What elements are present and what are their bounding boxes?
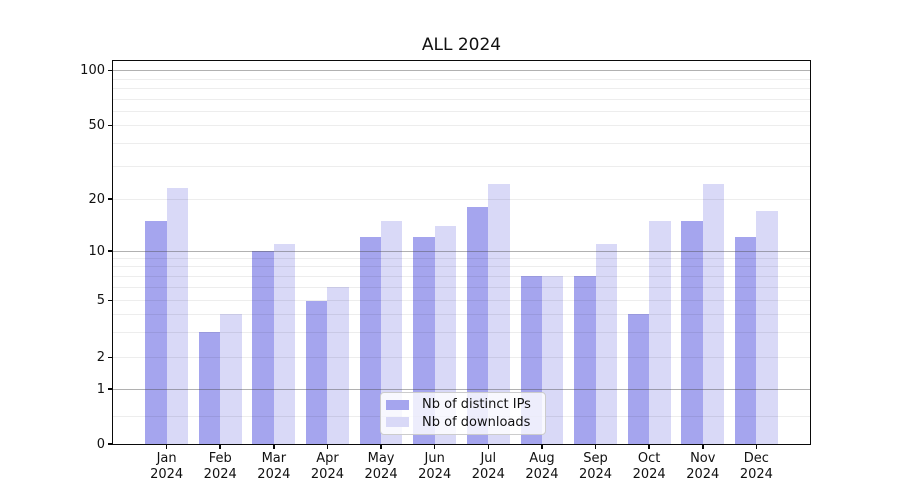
bar-ips-apr [306,300,328,444]
x-tick-jun [433,444,436,449]
x-tick-label-mar: Mar 2024 [257,451,291,482]
bar-downloads-dec [756,211,778,444]
x-tick-dec [755,444,758,449]
legend: Nb of distinct IPs Nb of downloads [380,392,546,435]
legend-label-downloads: Nb of downloads [422,414,531,430]
x-tick-label-aug: Aug 2024 [525,451,559,482]
x-tick-aug [541,444,543,449]
bar-downloads-jan [166,187,188,444]
x-tick-feb [219,444,222,449]
x-tick-oct [648,444,650,449]
x-tick-nov [701,444,704,449]
x-tick-label-jun: Jun 2024 [418,451,452,482]
bar-downloads-oct [649,220,671,444]
y-tick-2 [108,356,113,359]
y-tick-label-0: 0 [96,436,105,452]
bar-ips-sep [574,276,596,444]
y-tick-label-50: 50 [88,118,105,134]
bar-downloads-mar [273,243,296,444]
x-tick-jan [165,444,168,449]
bar-downloads-nov [702,184,725,444]
x-tick-jul [487,444,490,449]
legend-item-downloads: Nb of downloads [386,415,539,430]
bar-downloads-jul [488,184,510,444]
y-tick-1 [108,388,113,390]
bar-downloads-may [381,220,403,444]
bar-ips-may [359,237,382,444]
y-tick-50 [108,124,113,127]
x-tick-may [380,444,382,449]
y-tick-0 [108,443,113,445]
x-tick-apr [326,444,329,449]
y-tick-label-20: 20 [88,191,105,207]
y-tick-5 [108,299,113,302]
bar-ips-mar [252,251,274,444]
bar-ips-jan [145,220,167,444]
bar-ips-oct [627,314,650,444]
bar-downloads-aug [541,276,564,444]
bar-ips-dec [734,237,757,444]
bar-downloads-apr [327,287,349,444]
legend-swatch-distinct-ips [386,400,409,410]
x-tick-sep [594,444,597,449]
x-tick-label-jan: Jan 2024 [150,451,184,482]
y-tick-10 [108,250,113,252]
y-tick-label-2: 2 [96,349,105,365]
y-tick-label-10: 10 [88,243,105,259]
y-tick-20 [108,198,113,200]
x-tick-label-jul: Jul 2024 [471,451,505,482]
legend-label-distinct-ips: Nb of distinct IPs [422,397,531,413]
x-tick-label-may: May 2024 [364,451,398,482]
bar-downloads-jun [434,225,457,444]
x-tick-label-sep: Sep 2024 [578,451,613,482]
bar-ips-jul [466,206,489,444]
bar-downloads-sep [595,243,617,444]
bar-downloads-feb [220,314,242,444]
legend-item-distinct-ips: Nb of distinct IPs [386,397,539,412]
x-tick-label-dec: Dec 2024 [739,451,773,482]
legend-swatch-downloads [386,417,409,427]
y-tick-100 [108,69,113,72]
y-tick-label-5: 5 [96,293,105,308]
bar-ips-nov [681,220,703,444]
x-tick-label-feb: Feb 2024 [203,451,237,482]
y-tick-label-1: 1 [96,381,105,397]
x-tick-label-nov: Nov 2024 [686,451,720,482]
chart-title: ALL 2024 [421,35,502,55]
x-tick-label-oct: Oct 2024 [632,451,666,482]
x-tick-label-apr: Apr 2024 [310,451,344,482]
x-tick-mar [273,444,275,449]
bar-ips-feb [198,332,221,444]
y-tick-label-100: 100 [80,63,105,79]
